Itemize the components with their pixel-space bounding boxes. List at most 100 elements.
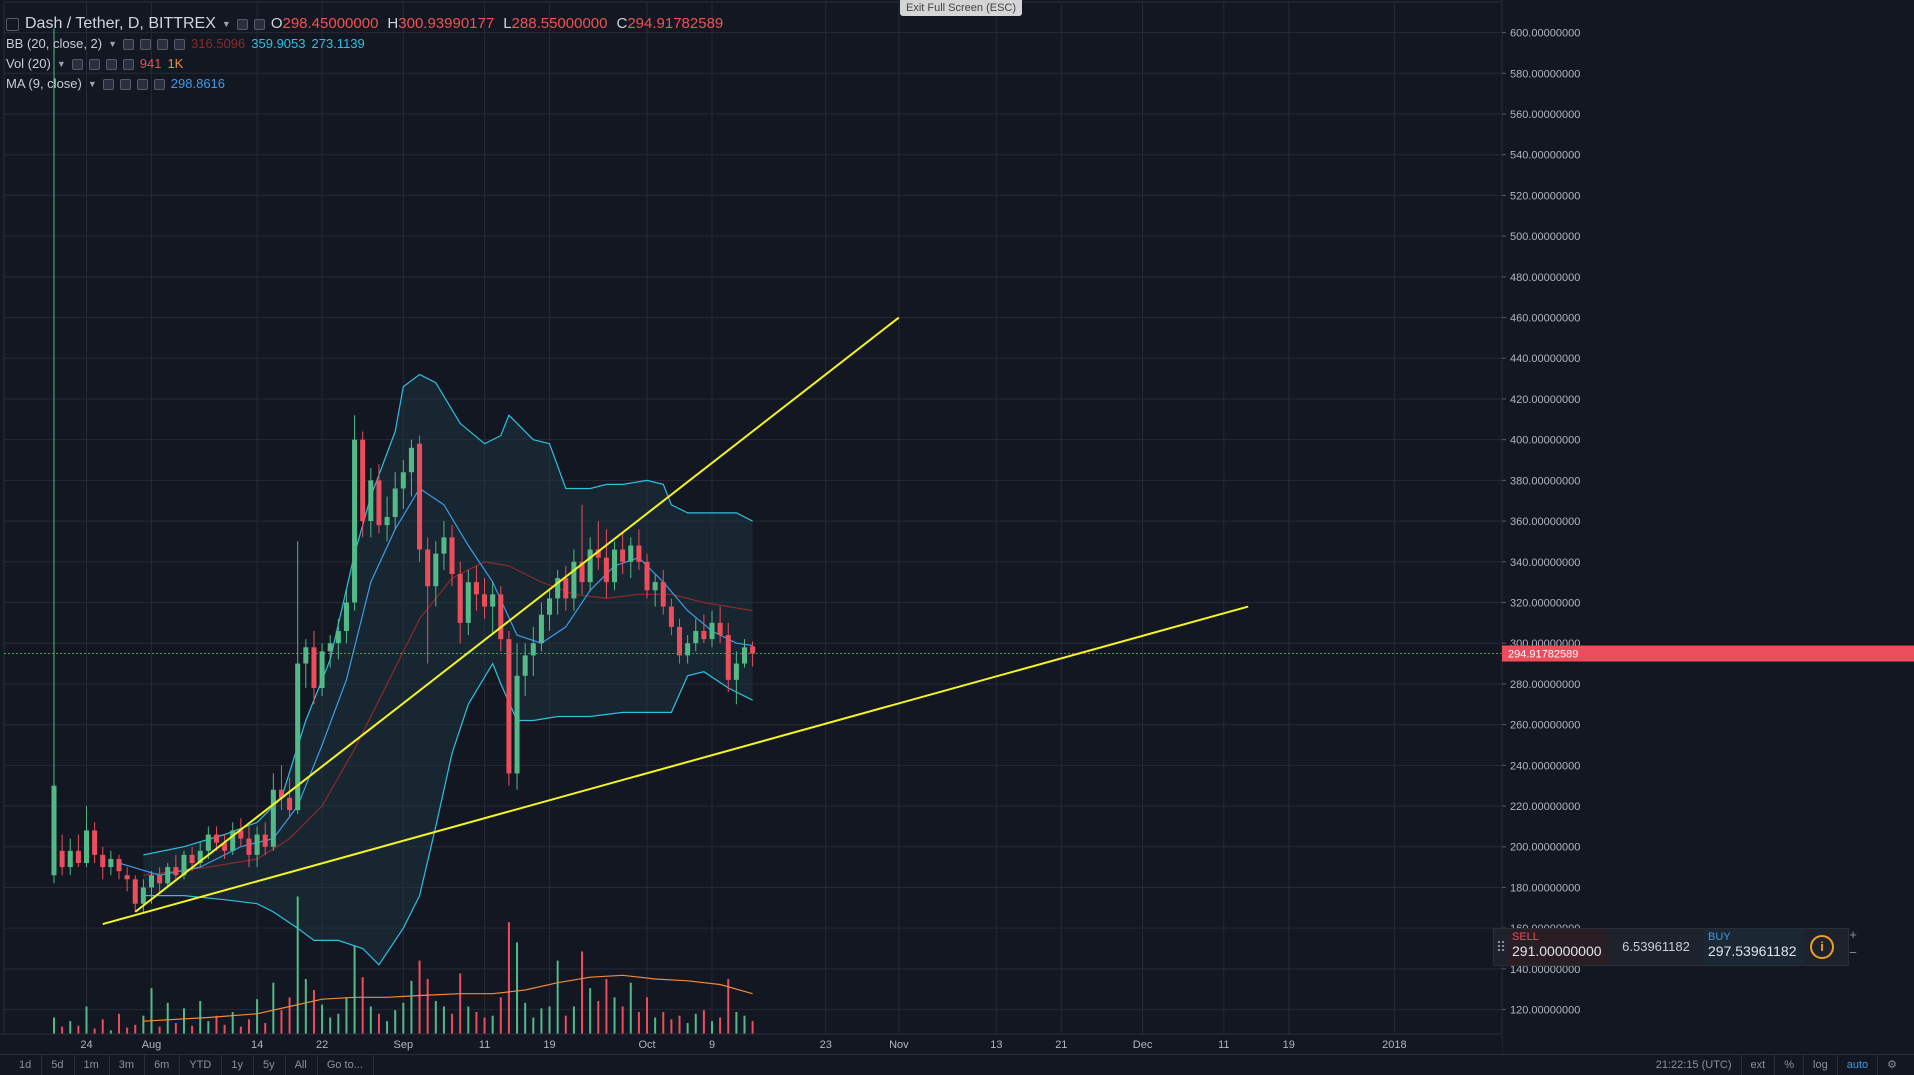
candle [222,834,228,859]
ohlc-values: O298.45000000 H300.93990177 L288.5500000… [270,15,724,32]
vol-label[interactable]: Vol (20) [6,56,51,71]
range-button[interactable]: YTD [180,1055,223,1075]
eye-icon[interactable] [236,18,248,30]
candle-body [595,549,601,558]
add-icon[interactable] [136,78,148,90]
high-value: 300.93990177 [398,15,495,32]
range-buttons: 1d 5d 1m 3m 6m YTD 1y 5y All Go to... [10,1055,374,1075]
price-axis: 120.00000000140.00000000160.00000000180.… [1501,0,1914,1054]
candle [473,565,479,611]
candle [238,818,244,847]
candle [693,618,699,652]
collapse-icon[interactable] [6,17,19,31]
candle-body [360,439,366,522]
candle [579,504,585,595]
settings-icon[interactable] [140,38,152,50]
candle [717,606,723,644]
candle [482,578,488,619]
candle-body [384,517,390,526]
price-tick-label: 240.00000000 [1510,760,1580,772]
candle [620,533,626,574]
chevron-down-icon[interactable]: ▼ [221,19,231,29]
drag-handle-icon[interactable]: ⠿ [1495,939,1507,955]
option-percent[interactable]: % [1774,1055,1803,1075]
chevron-down-icon[interactable]: ▼ [56,59,66,69]
exit-fullscreen-button[interactable]: Exit Full Screen (ESC) [900,0,1023,16]
candle [433,541,439,607]
candle [685,635,691,664]
candle [628,537,634,579]
candle-body [433,553,439,587]
range-button[interactable]: 1y [222,1055,254,1075]
trendline [102,605,1249,926]
candle-body [644,561,650,591]
candle-body [522,655,528,676]
candle [230,822,236,855]
range-button[interactable]: 1d [10,1055,43,1075]
add-icon[interactable] [157,38,169,50]
price-tick-label: 180.00000000 [1510,882,1580,894]
zoom-in-button[interactable]: + [1849,927,1857,942]
candle-body [230,830,236,851]
candle-body [676,626,683,656]
price-tick-label: 140.00000000 [1510,964,1580,976]
add-icon[interactable] [105,58,117,70]
settings-icon[interactable] [253,18,265,30]
candle-body [51,785,57,876]
range-button[interactable]: 1m [75,1055,110,1075]
candle-body [490,594,496,607]
zoom-out-button[interactable]: − [1849,945,1857,960]
spread-value: 6.53961182 [1622,939,1690,954]
range-button[interactable]: 6m [145,1055,181,1075]
candle [287,777,293,819]
option-log[interactable]: log [1803,1055,1837,1075]
candle [595,521,601,570]
eye-icon[interactable] [102,78,114,90]
chevron-down-icon[interactable]: ▼ [108,39,118,49]
sell-button[interactable]: SELL 291.00000000 [1508,929,1608,965]
candle [644,553,650,599]
candle [652,573,658,607]
ma-label[interactable]: MA (9, close) [6,76,82,91]
candle-body [368,480,374,522]
candle [173,854,179,880]
settings-icon[interactable] [88,58,100,70]
sell-price: 291.00000000 [1512,943,1602,959]
price-tick-label: 560.00000000 [1510,109,1580,121]
buy-button[interactable]: BUY 297.53961182 [1704,929,1804,965]
close-icon[interactable] [153,78,165,90]
candle [571,549,577,611]
settings-icon[interactable] [119,78,131,90]
candle [311,630,317,705]
current-price-tag [1502,645,1914,662]
candle [327,635,333,668]
range-button[interactable]: 3m [110,1055,146,1075]
candle-body [473,582,479,595]
close-icon[interactable] [122,58,134,70]
price-tick-label: 580.00000000 [1510,68,1580,80]
eye-icon[interactable] [123,38,135,50]
info-button[interactable]: i [1804,929,1840,965]
chevron-down-icon[interactable]: ▼ [87,79,97,89]
range-button[interactable]: 5y [254,1055,286,1075]
eye-icon[interactable] [71,58,83,70]
price-tick-label: 260.00000000 [1510,720,1580,732]
candle-body [482,594,488,607]
gear-icon[interactable]: ⚙ [1877,1055,1906,1075]
price-axis-bg [1502,0,1914,1054]
close-icon[interactable] [174,38,186,50]
bb-label[interactable]: BB (20, close, 2) [6,36,103,51]
candle-body [92,830,98,855]
range-button[interactable]: 5d [42,1055,75,1075]
price-tick-label: 360.00000000 [1510,516,1580,528]
symbol-title[interactable]: Dash / Tether, D, BITTREX [25,15,216,32]
time-tick-label: 19 [543,1039,555,1051]
candle-body [124,875,130,880]
candle [352,415,358,611]
range-button[interactable]: All [286,1055,318,1075]
option-ext[interactable]: ext [1740,1055,1775,1075]
range-button[interactable]: Go to... [318,1055,374,1075]
candle [400,460,406,509]
option-auto[interactable]: auto [1836,1055,1877,1075]
